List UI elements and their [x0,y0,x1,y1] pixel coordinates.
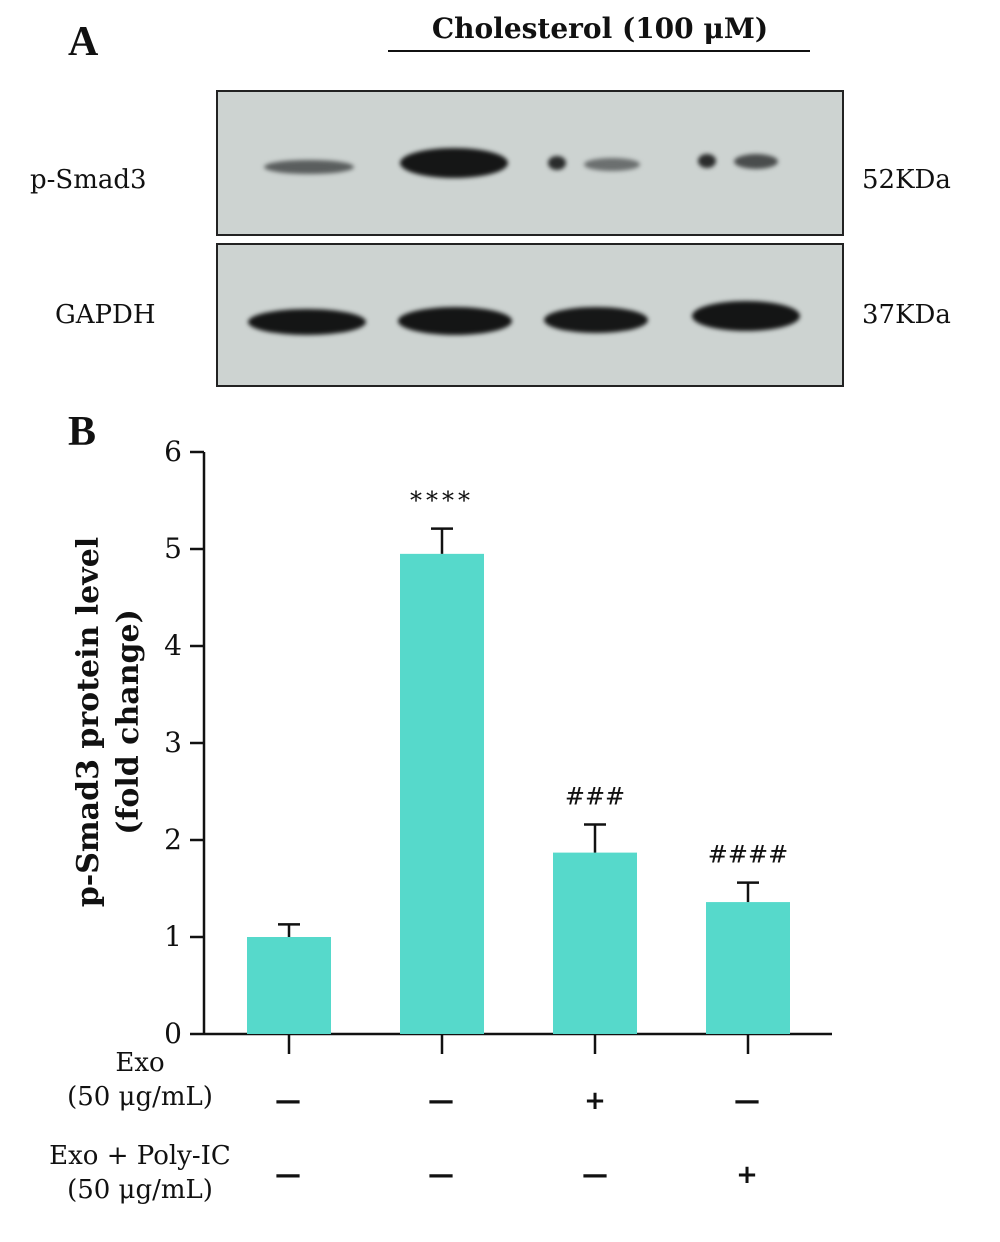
exo-symbol-4: — [734,1086,760,1116]
psmad3-band-2 [400,148,508,178]
y-axis-label-line2: (fold change) [111,609,146,835]
exo-polyic-symbol-1: — [275,1160,301,1190]
gapdh-blot [216,243,844,387]
treatment-exo-line2: (50 μg/mL) [67,1082,213,1112]
psmad3-size: 52KDa [862,165,951,195]
psmad3-band-3a [548,156,566,170]
gapdh-band-2 [398,307,512,335]
significance-label-3: ### [565,782,625,810]
exo-polyic-symbol-4: + [736,1160,758,1190]
exo-polyic-symbol-3: — [582,1160,608,1190]
panel-b-letter: B [68,409,97,455]
y-tick-label-5: 5 [164,532,182,565]
y-tick-label-4: 4 [164,629,182,662]
psmad3-band-1 [264,160,354,174]
exo-symbol-3: + [584,1086,606,1116]
y-tick-label-6: 6 [164,435,182,468]
gapdh-label: GAPDH [55,300,156,330]
y-tick-label-3: 3 [164,726,182,759]
treatment-exo-polyic-line1: Exo + Poly-IC [49,1141,231,1171]
gapdh-band-1 [248,309,366,335]
significance-label-2: **** [410,487,474,515]
cholesterol-header-line [388,50,810,52]
exo-polyic-symbol-2: — [428,1160,454,1190]
exo-symbol-1: — [275,1086,301,1116]
psmad3-label: p-Smad3 [30,165,147,195]
treatment-exo-polyic-label: Exo + Poly-IC (50 μg/mL) [10,1143,270,1203]
y-tick-label-1: 1 [164,920,182,953]
cholesterol-header: Cholesterol (100 μM) [431,12,769,45]
y-tick-label-2: 2 [164,823,182,856]
bar-3 [553,852,637,1034]
bar-4 [706,902,790,1034]
treatment-exo-polyic-line2: (50 μg/mL) [67,1175,213,1205]
bar-1 [247,937,331,1034]
treatment-exo-label: Exo (50 μg/mL) [20,1050,260,1110]
bar-2 [400,553,484,1034]
psmad3-band-4a [698,154,716,168]
y-tick-label-0: 0 [164,1017,182,1050]
gapdh-band-4 [692,301,800,331]
gapdh-band-3 [544,307,648,333]
psmad3-band-4b [734,154,778,169]
psmad3-blot [216,90,844,236]
exo-symbol-2: — [428,1086,454,1116]
psmad3-band-3b [584,158,640,171]
treatment-exo-line1: Exo [115,1048,165,1078]
gapdh-size: 37KDa [862,300,951,330]
y-axis-label-line1: p-Smad3 protein level [71,537,106,907]
panel-a-letter: A [68,19,99,65]
significance-label-4: #### [708,841,788,869]
